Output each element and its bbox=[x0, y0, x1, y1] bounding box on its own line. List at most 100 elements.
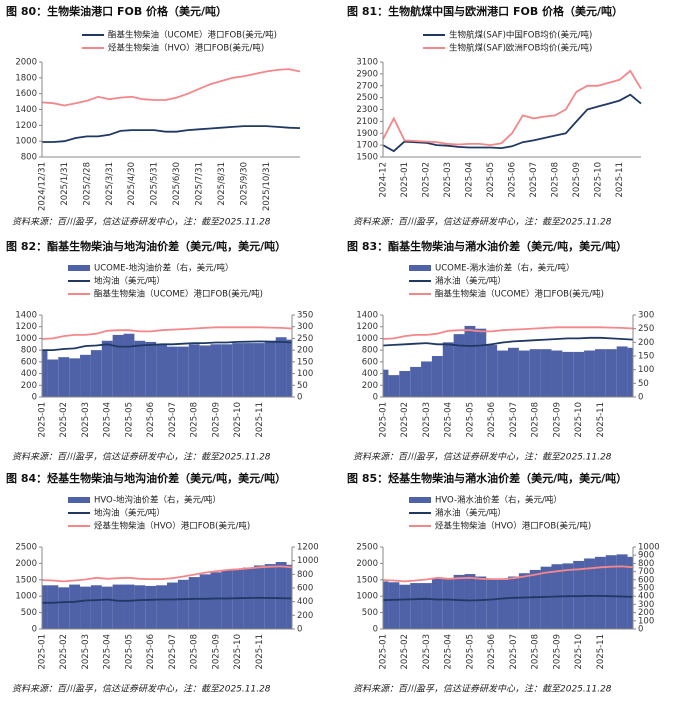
area-bar bbox=[286, 339, 292, 397]
area-bar bbox=[410, 583, 422, 629]
x-tick-label: 2025-09 bbox=[552, 402, 562, 438]
x-tick-label: 2025-04 bbox=[465, 162, 475, 198]
x-tick-label: 2025-10 bbox=[594, 162, 604, 198]
area-bar bbox=[145, 341, 157, 397]
area-bar bbox=[453, 334, 465, 397]
y-tick-label: 2900 bbox=[356, 69, 378, 79]
y-tick-label: 2000 bbox=[15, 559, 37, 569]
area-bar bbox=[177, 579, 189, 629]
area-bar bbox=[584, 558, 595, 629]
y-tick-label: 2700 bbox=[356, 81, 378, 91]
x-tick-label: 2025-02 bbox=[59, 402, 69, 438]
legend-label: 生物航煤(SAF)欧洲FOB均价(美元/吨) bbox=[449, 43, 592, 54]
area-bar bbox=[442, 342, 454, 397]
y2-tick-label: 50 bbox=[638, 379, 649, 389]
area-bar bbox=[431, 356, 443, 397]
y-tick-label: 2500 bbox=[356, 93, 378, 103]
x-tick-label: 2025-01 bbox=[400, 162, 410, 198]
y2-tick-label: 600 bbox=[638, 575, 654, 585]
area-bar bbox=[199, 574, 211, 629]
area-bar bbox=[464, 325, 476, 397]
y2-tick-label: 350 bbox=[297, 311, 313, 321]
area-bar bbox=[383, 581, 389, 629]
x-tick-label: 2025-10 bbox=[574, 402, 584, 438]
y-tick-label: 1700 bbox=[356, 141, 378, 151]
y2-tick-label: 0 bbox=[297, 393, 302, 403]
x-tick-label: 2025/6/30 bbox=[172, 162, 182, 206]
area-bar bbox=[188, 577, 200, 629]
area-bar bbox=[42, 350, 48, 397]
area-bar bbox=[145, 585, 157, 629]
area-bar bbox=[540, 349, 552, 397]
x-tick-label: 2025/9/30 bbox=[239, 162, 249, 206]
y-tick-label: 2500 bbox=[15, 543, 37, 553]
series-line bbox=[41, 326, 293, 340]
y-tick-label: 1500 bbox=[356, 153, 378, 163]
legend-label: UCOME-潲水油价差（右，美元/吨） bbox=[435, 263, 574, 274]
x-tick-label: 2025-02 bbox=[422, 162, 432, 198]
y2-tick-label: 200 bbox=[638, 608, 654, 618]
x-tick-label: 2025-07 bbox=[529, 162, 539, 198]
y2-tick-label: 0 bbox=[638, 625, 643, 635]
x-tick-label: 2025-05 bbox=[486, 162, 496, 198]
x-tick-label: 2025-11 bbox=[615, 162, 625, 198]
area-bar bbox=[594, 349, 606, 397]
area-bar bbox=[573, 560, 585, 629]
area-bar bbox=[101, 340, 113, 397]
legend-swatch bbox=[68, 497, 90, 503]
x-tick-label: 2025/2/28 bbox=[82, 162, 92, 206]
y-tick-label: 800 bbox=[21, 153, 37, 163]
x-tick-label: 2025-11 bbox=[596, 634, 606, 670]
legend-swatch bbox=[409, 497, 431, 503]
area-bar bbox=[90, 585, 102, 629]
source-note: 资料来源：百川盈孚，信达证券研发中心，注：截至2025.11.28 bbox=[12, 217, 271, 228]
area-bar bbox=[47, 359, 59, 397]
x-tick-label: 2025-06 bbox=[146, 402, 156, 438]
legend-label: 潲水油（美元/吨） bbox=[435, 276, 506, 287]
area-bar bbox=[594, 556, 606, 629]
series-line bbox=[382, 93, 642, 153]
y2-tick-label: 250 bbox=[638, 324, 654, 334]
x-tick-label: 2025-07 bbox=[509, 634, 519, 670]
y-tick-label: 800 bbox=[21, 346, 37, 356]
area-bar bbox=[573, 351, 585, 397]
chart-title: 图 81：生物航煤中国与欧洲港口 FOB 价格（美元/吨） bbox=[347, 4, 623, 18]
area-bar bbox=[383, 369, 389, 397]
x-tick-label: 2025-07 bbox=[168, 634, 178, 670]
series-line bbox=[41, 565, 293, 583]
area-bar bbox=[399, 584, 411, 629]
x-tick-label: 2025-02 bbox=[59, 634, 69, 670]
y-tick-label: 1000 bbox=[356, 592, 378, 602]
x-tick-label: 2025/1/31 bbox=[60, 162, 70, 206]
x-tick-label: 2025-10 bbox=[233, 634, 243, 670]
area-bar bbox=[167, 346, 178, 397]
chart-panel: 图 81：生物航煤中国与欧洲港口 FOB 价格（美元/吨） 资料来源：百川盈孚，信… bbox=[347, 4, 642, 228]
area-bar bbox=[199, 345, 211, 397]
x-tick-label: 2025-05 bbox=[465, 402, 475, 438]
x-tick-label: 2025-08 bbox=[551, 162, 561, 198]
y-tick-label: 600 bbox=[362, 357, 378, 367]
chart-title: 图 84：烃基生物柴油与地沟油价差（美元/吨，美元/吨） bbox=[6, 471, 286, 485]
x-tick-label: 2024/12/31 bbox=[38, 162, 48, 211]
source-note: 资料来源：百川盈孚，信达证券研发中心，注：截至2025.11.28 bbox=[353, 217, 612, 228]
x-tick-label: 2025-04 bbox=[103, 402, 113, 438]
y-tick-label: 400 bbox=[21, 369, 37, 379]
area-bar bbox=[431, 578, 443, 629]
y2-tick-label: 150 bbox=[638, 352, 654, 362]
chart-panel: 图 83：酯基生物柴油与潲水油价差（美元/吨，美元/吨） 资料来源：百川盈孚，信达… bbox=[347, 239, 654, 463]
area-bar bbox=[475, 576, 487, 629]
x-tick-label: 2025-06 bbox=[487, 402, 497, 438]
y2-tick-label: 300 bbox=[638, 600, 654, 610]
area-bar bbox=[101, 586, 113, 629]
source-note: 资料来源：百川盈孚，信达证券研发中心，注：截至2025.11.28 bbox=[12, 684, 271, 695]
area-bar bbox=[605, 555, 617, 629]
area-bar bbox=[264, 564, 276, 629]
series-line bbox=[41, 68, 301, 107]
series-line bbox=[382, 336, 634, 347]
source-note: 资料来源：百川盈孚，信达证券研发中心，注：截至2025.11.28 bbox=[353, 452, 612, 463]
x-tick-label: 2025-08 bbox=[190, 402, 200, 438]
chart-panel: 图 85：烃基生物柴油与潲水油价差（美元/吨，美元/吨） 资料来源：百川盈孚，信达… bbox=[347, 471, 660, 695]
y-tick-label: 1400 bbox=[15, 311, 37, 321]
y2-tick-label: 300 bbox=[638, 311, 654, 321]
y2-tick-label: 100 bbox=[638, 365, 654, 375]
